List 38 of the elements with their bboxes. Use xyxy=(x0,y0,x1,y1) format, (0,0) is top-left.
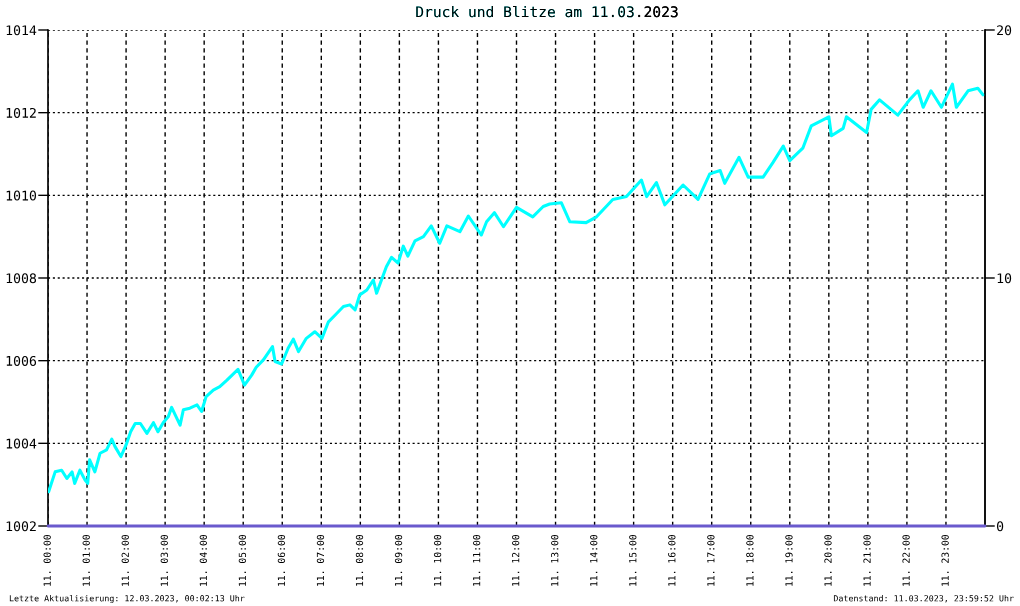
x-tick-label: 11. 06:00 xyxy=(277,534,286,586)
x-tick-label: 11. 11:00 xyxy=(472,534,481,586)
text: Letzte Aktualisierung: 12.03.2023, 00:02:13 Uhr xyxy=(9,594,245,604)
line-series xyxy=(48,82,985,494)
x-tick-label: 11. 17:00 xyxy=(707,534,715,586)
x-tick-label: 11. 18:00 xyxy=(746,534,754,586)
x-tick-label: 11. 13:00 xyxy=(551,534,559,586)
x-tick-label: 11. 10:00 xyxy=(433,534,442,586)
y-tick-label: 1008 xyxy=(6,273,37,284)
x-tick-label: 11. 03:00 xyxy=(160,534,168,586)
x-tick-label: 11. 02:00 xyxy=(121,534,129,586)
y-tick-label: 1010 xyxy=(6,190,37,201)
y-tick-label: 1006 xyxy=(6,355,37,366)
x-tick-label: 11. 04:00 xyxy=(199,534,208,586)
x-tick-label: 11. 14:00 xyxy=(590,534,598,586)
x-tick-label: 11. 07:00 xyxy=(316,534,325,586)
y-tick-label: 1014 xyxy=(6,25,37,36)
y-tick-label: 1002 xyxy=(6,521,36,532)
x-tick-label: 11. 12:00 xyxy=(511,534,520,586)
x-tick-label: 11. 09:00 xyxy=(394,534,403,586)
x-tick-label: 11. 20:00 xyxy=(824,534,832,586)
x-tick-label: 11. 00:00 xyxy=(43,534,51,586)
chart-title: Druck und Blitze am 11.03.2023 xyxy=(416,5,678,18)
y-tick-label: 1012 xyxy=(6,107,36,118)
y2-tick-label: 20 xyxy=(997,25,1012,36)
text: Datenstand: 11.03.2023, 23:59:52 Uhr xyxy=(833,594,1014,603)
x-tick-label: 11. 22:00 xyxy=(902,534,910,586)
x-tick-label: 11. 19:00 xyxy=(785,534,793,586)
x-tick-label: 11. 08:00 xyxy=(355,534,364,586)
y2-tick-label: 10 xyxy=(997,273,1012,284)
x-tick-label: 11. 23:00 xyxy=(941,534,949,586)
x-tick-label: 11. 21:00 xyxy=(863,534,871,586)
y2-tick-label: 0 xyxy=(996,521,1004,532)
x-tick-label: 11. 15:00 xyxy=(629,534,637,586)
y-tick-label: 1004 xyxy=(6,438,37,449)
x-tick-label: 11. 01:00 xyxy=(82,534,90,586)
x-tick-label: 11. 05:00 xyxy=(238,534,247,586)
x-tick-label: 11. 16:00 xyxy=(668,534,676,586)
